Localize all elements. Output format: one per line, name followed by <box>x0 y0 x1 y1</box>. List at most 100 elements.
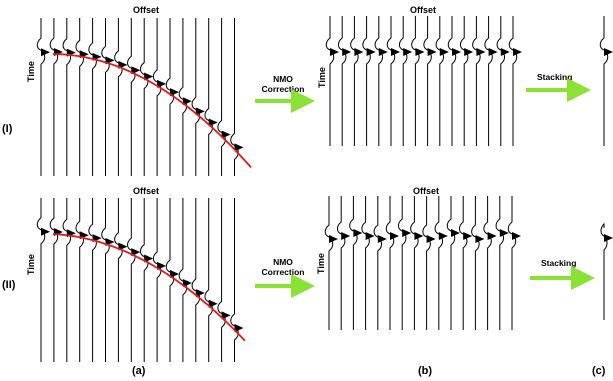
wavelet-peak <box>439 48 449 56</box>
seismic-trace <box>88 18 97 176</box>
wavelet-peak <box>451 229 460 237</box>
seismic-trace <box>471 196 480 330</box>
wavelet-peak <box>391 48 400 56</box>
wavelet-peak <box>195 107 205 116</box>
seismic-trace <box>49 198 59 362</box>
wavelet-peak <box>41 48 50 57</box>
wavelet-peak <box>41 227 50 236</box>
wavelet-peak <box>195 288 205 297</box>
seismic-trace <box>435 16 445 146</box>
row-2: (II) Offset Time NMO Correction Offset T… <box>2 186 613 362</box>
panel-b-label: (b) <box>418 365 432 377</box>
seismic-trace <box>139 18 149 176</box>
seismic-trace <box>349 196 358 330</box>
wavelet-peak <box>487 232 497 240</box>
wavelet-peak <box>452 48 461 56</box>
wavelet-peak <box>157 261 167 270</box>
row-1-panel-a-traces <box>36 18 244 176</box>
seismic-trace <box>325 16 335 146</box>
wavelet-peak <box>464 48 474 56</box>
seismic-trace <box>36 198 46 362</box>
row-2-label: (II) <box>2 279 16 291</box>
wavelet-peak <box>415 48 425 56</box>
seismic-trace <box>75 18 84 176</box>
seismic-trace <box>422 196 431 330</box>
seismic-trace <box>217 198 226 362</box>
stacking-label: Stacking <box>541 258 576 268</box>
row-2-panel-b-traces <box>324 196 521 330</box>
wavelet-peak <box>390 232 399 240</box>
wavelet-peak <box>221 130 231 139</box>
wavelet-peak <box>208 118 218 127</box>
wavelet-peak <box>330 48 339 56</box>
seismic-trace <box>386 16 396 146</box>
seismic-trace <box>36 18 46 176</box>
seismic-trace <box>101 198 110 362</box>
seismic-trace <box>165 198 175 362</box>
seismic-trace <box>204 198 213 362</box>
row-2-moveout-curve <box>52 233 246 342</box>
row-1-panel-b-traces <box>325 16 522 146</box>
panel-b-title: Offset <box>413 186 439 196</box>
wavelet-peak <box>426 235 436 243</box>
row-1: (I) Offset Time NMO Correction Offset Ti… <box>2 5 613 176</box>
seismic-trace <box>411 16 420 146</box>
row-1-moveout-curve <box>52 53 252 168</box>
wavelet-peak <box>342 48 352 56</box>
seismic-trace <box>88 198 97 362</box>
wavelet-peak <box>157 79 167 88</box>
seismic-trace <box>508 16 518 146</box>
row-2-nmo-arrow: NMO Correction <box>255 257 315 298</box>
wavelet-peak <box>234 143 244 152</box>
seismic-trace <box>507 196 517 330</box>
seismic-trace <box>127 198 136 362</box>
wavelet-peak <box>377 235 387 243</box>
wavelet-peak <box>499 229 509 237</box>
wavelet-peak <box>354 48 364 56</box>
wavelet-peak <box>604 48 613 56</box>
panel-a-label: (a) <box>132 365 146 377</box>
seismic-trace <box>434 196 444 330</box>
seismic-trace <box>191 18 201 176</box>
seismic-trace <box>152 18 162 176</box>
row-1-stacked-trace <box>599 16 613 146</box>
nmo-label-line1: NMO <box>273 74 293 84</box>
seismic-trace <box>350 16 359 146</box>
wavelet-peak <box>403 48 413 56</box>
seismic-trace <box>458 196 468 330</box>
row-2-panel-a-traces <box>36 198 244 362</box>
wavelet-peak <box>438 232 448 240</box>
seismic-trace <box>165 18 175 176</box>
row-2-panel-a: Offset Time <box>26 186 246 362</box>
seismic-trace <box>178 18 188 176</box>
seismic-trace <box>336 196 346 330</box>
seismic-trace <box>49 18 59 176</box>
seismic-trace <box>459 16 469 146</box>
seismic-trace <box>472 16 481 146</box>
seismic-trace <box>374 16 384 146</box>
row-1-panel-b: Offset Time <box>317 5 522 146</box>
seismic-trace <box>337 16 347 146</box>
nmo-label-line2: Correction <box>262 267 305 277</box>
row-2-stacking-arrow: Stacking <box>530 258 595 290</box>
wavelet-peak <box>463 232 473 240</box>
wavelet-peak <box>234 323 244 332</box>
seismic-trace <box>230 198 239 362</box>
wavelet-peak <box>182 97 192 106</box>
seismic-trace <box>114 198 123 362</box>
panel-a-title: Offset <box>133 186 159 196</box>
seismic-trace <box>217 18 226 176</box>
wavelet-peak <box>131 248 141 257</box>
row-1-nmo-arrow: NMO Correction <box>255 74 315 113</box>
seismic-trace <box>127 18 136 176</box>
wavelet-peak <box>182 279 192 288</box>
panel-a-ylabel: Time <box>26 61 36 82</box>
seismic-trace <box>191 198 201 362</box>
seismic-trace <box>114 18 123 176</box>
stacking-label: Stacking <box>537 72 572 82</box>
row-1-stacking-arrow: Stacking <box>526 72 591 102</box>
nmo-label-line1: NMO <box>273 257 293 267</box>
wavelet-peak <box>604 234 613 242</box>
seismic-trace <box>423 16 432 146</box>
seismic-trace <box>75 198 84 362</box>
